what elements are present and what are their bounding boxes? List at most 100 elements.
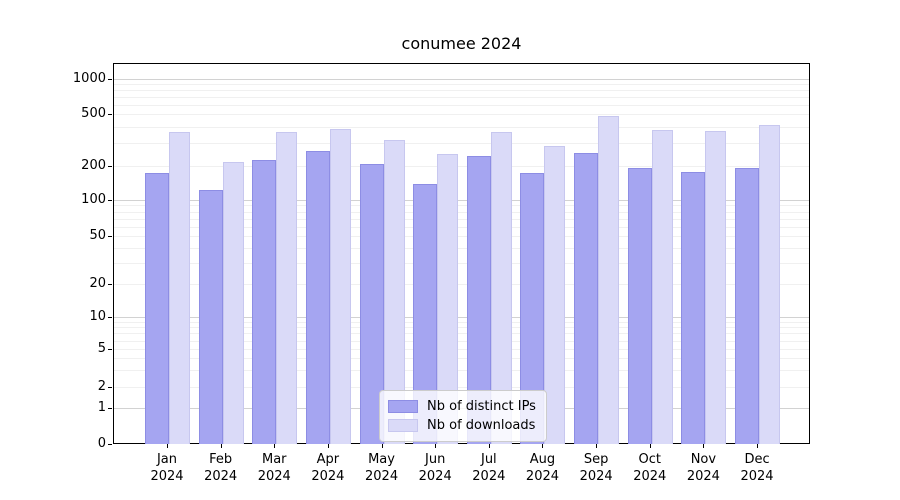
legend-swatch-distinct-ips	[388, 400, 418, 413]
legend-item-distinct-ips: Nb of distinct IPs	[388, 397, 538, 416]
x-tick-label-feb: Feb 2024	[204, 452, 238, 484]
gridline-minor	[114, 358, 809, 360]
x-tick-label-apr: Apr 2024	[311, 452, 345, 484]
x-tick-mark	[435, 444, 437, 448]
y-tick-mark	[108, 387, 112, 388]
bar-distinct-ips-mar	[252, 159, 277, 444]
bar-distinct-ips-apr	[305, 151, 330, 444]
chart-title: conumee 2024	[401, 34, 522, 53]
bar-distinct-ips-feb	[198, 189, 223, 444]
bar-downloads-jun	[437, 153, 459, 444]
gridline-minor	[114, 142, 809, 144]
y-tick-label-200: 200	[81, 158, 106, 173]
bar-downloads-may	[383, 140, 405, 444]
bar-downloads-jan	[169, 132, 190, 444]
x-tick-label-dec: Dec 2024	[740, 452, 774, 484]
gridline-minor	[114, 340, 809, 342]
bar-distinct-ips-nov	[681, 171, 706, 444]
gridline-minor	[114, 211, 809, 213]
gridline-minor	[114, 236, 809, 237]
y-tick-mark	[108, 444, 112, 445]
gridline-minor	[114, 333, 809, 335]
y-tick-label-1: 1	[97, 400, 106, 415]
x-tick-mark	[757, 444, 759, 448]
bar-distinct-ips-dec	[735, 167, 760, 444]
legend-item-downloads: Nb of downloads	[388, 416, 538, 435]
bar-downloads-sep	[598, 116, 620, 444]
gridline-minor	[114, 84, 809, 86]
bar-distinct-ips-sep	[574, 152, 599, 444]
gridline-minor	[114, 321, 809, 323]
y-tick-mark	[108, 408, 112, 409]
legend-label-downloads: Nb of downloads	[427, 418, 536, 433]
x-tick-mark	[703, 444, 705, 448]
plot-area: Nb of distinct IPs Nb of downloads	[113, 63, 810, 444]
gridline-minor	[114, 247, 809, 249]
legend-swatch-downloads	[388, 419, 418, 432]
x-tick-label-may: May 2024	[365, 452, 399, 484]
y-tick-label-10: 10	[89, 309, 106, 324]
gridline-minor	[114, 349, 809, 350]
y-tick-mark	[108, 114, 112, 115]
gridline-minor	[114, 114, 809, 115]
gridline-minor	[114, 218, 809, 220]
x-tick-label-mar: Mar 2024	[257, 452, 291, 484]
y-tick-label-5: 5	[97, 341, 106, 356]
y-tick-label-0: 0	[97, 436, 106, 451]
y-tick-mark	[108, 79, 112, 80]
gridline-minor	[114, 370, 809, 372]
legend-label-distinct-ips: Nb of distinct IPs	[427, 399, 536, 414]
bar-downloads-nov	[705, 131, 727, 444]
y-tick-label-50: 50	[89, 228, 106, 243]
y-tick-mark	[108, 166, 112, 167]
x-tick-mark	[167, 444, 168, 448]
x-tick-label-nov: Nov 2024	[686, 452, 720, 484]
bar-downloads-mar	[276, 132, 298, 444]
gridline-major	[114, 200, 809, 201]
x-tick-label-jul: Jul 2024	[472, 452, 506, 484]
y-tick-label-500: 500	[81, 106, 106, 121]
x-tick-label-sep: Sep 2024	[579, 452, 613, 484]
y-tick-mark	[108, 349, 112, 350]
gridline-minor	[114, 262, 809, 264]
x-tick-mark	[327, 444, 329, 448]
bar-downloads-oct	[651, 130, 673, 444]
gridline-minor	[114, 90, 809, 92]
gridline-minor	[114, 126, 809, 128]
bar-downloads-feb	[222, 162, 244, 444]
gridline-minor	[114, 205, 809, 207]
x-tick-label-oct: Oct 2024	[633, 452, 667, 484]
x-tick-mark	[542, 444, 544, 448]
gridline-major	[114, 79, 809, 80]
y-tick-mark	[108, 200, 112, 201]
gridline-minor	[114, 226, 809, 228]
x-tick-mark	[220, 444, 222, 448]
y-tick-mark	[108, 317, 112, 318]
bar-downloads-apr	[329, 128, 351, 444]
gridline-minor	[114, 166, 809, 167]
gridline-minor	[114, 104, 809, 106]
bar-distinct-ips-oct	[627, 167, 652, 444]
y-tick-mark	[108, 284, 112, 285]
gridline-minor	[114, 97, 809, 98]
legend: Nb of distinct IPs Nb of downloads	[379, 390, 547, 442]
y-tick-label-100: 100	[81, 192, 106, 207]
bar-downloads-jul	[490, 132, 512, 444]
bar-downloads-dec	[759, 124, 781, 444]
y-tick-label-2: 2	[97, 379, 106, 394]
gridline-minor	[114, 387, 809, 388]
x-tick-mark	[596, 444, 598, 448]
gridline-major	[114, 317, 809, 318]
gridline-minor	[114, 327, 809, 329]
y-tick-label-20: 20	[89, 276, 106, 291]
y-tick-label-1000: 1000	[72, 71, 106, 86]
gridline-minor	[114, 284, 809, 285]
x-tick-mark	[488, 444, 490, 448]
x-tick-mark	[274, 444, 276, 448]
y-tick-mark	[108, 236, 112, 237]
x-tick-label-aug: Aug 2024	[525, 452, 560, 484]
x-tick-label-jun: Jun 2024	[418, 452, 452, 484]
bar-downloads-aug	[544, 145, 566, 444]
x-tick-label-jan: Jan 2024	[150, 452, 184, 484]
